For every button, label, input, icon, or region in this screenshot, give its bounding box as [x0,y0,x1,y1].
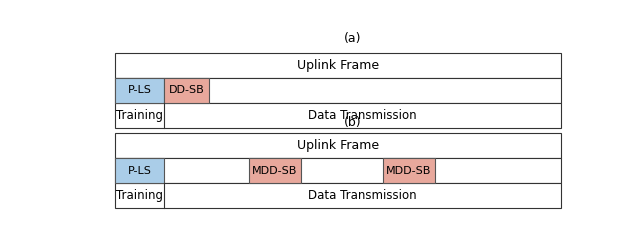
Text: (a): (a) [344,32,362,45]
Text: Training: Training [116,109,163,122]
Bar [383,158,435,183]
Bar [115,133,561,158]
Bar [115,103,561,128]
Text: P-LS: P-LS [127,166,152,176]
Bar [115,158,164,183]
Bar [115,53,561,78]
Text: MDD-SB: MDD-SB [252,166,298,176]
Bar [115,158,561,183]
Text: Data Transmission: Data Transmission [308,109,417,122]
Text: Uplink Frame: Uplink Frame [297,59,379,72]
Bar [164,78,209,103]
Text: (b): (b) [344,116,362,129]
Text: MDD-SB: MDD-SB [386,166,431,176]
Text: Training: Training [116,189,163,202]
Text: DD-SB: DD-SB [169,85,205,95]
Bar [115,78,561,103]
Text: Uplink Frame: Uplink Frame [297,139,379,152]
Bar [115,78,164,103]
Bar [115,183,561,208]
Bar [249,158,301,183]
Text: Data Transmission: Data Transmission [308,189,417,202]
Text: P-LS: P-LS [127,85,152,95]
